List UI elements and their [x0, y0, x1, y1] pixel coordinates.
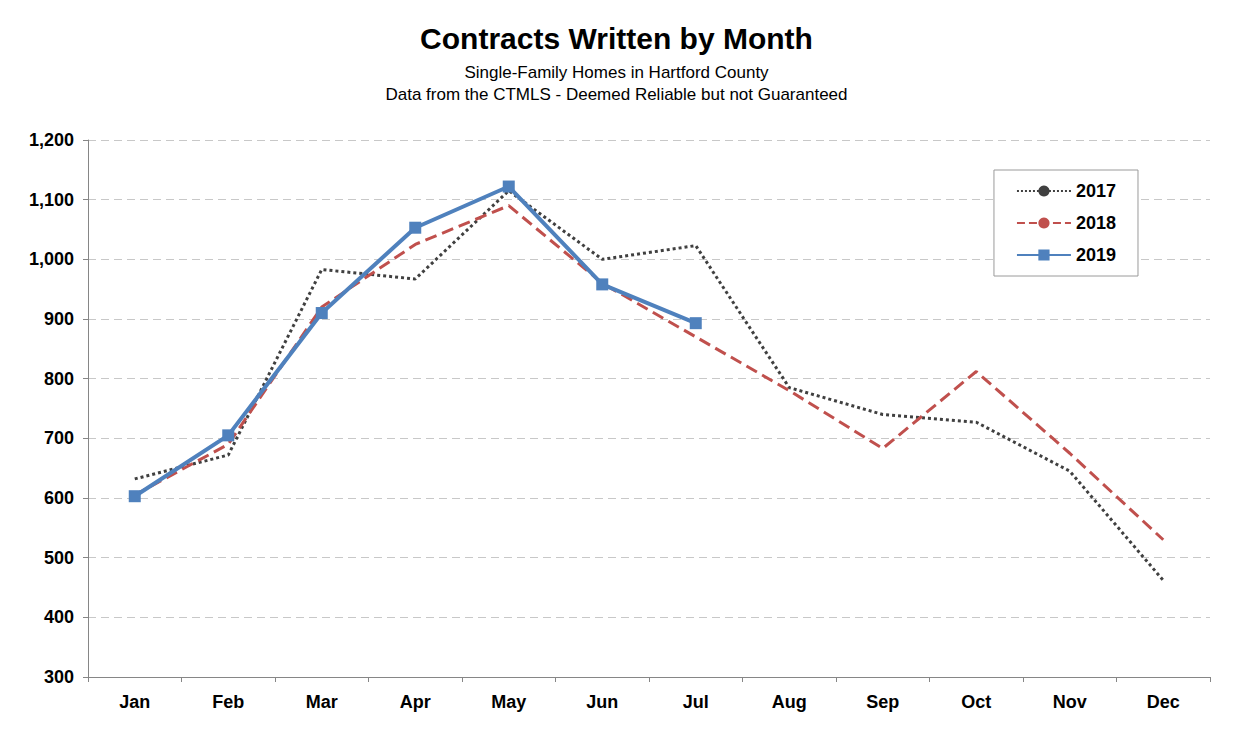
svg-text:Feb: Feb — [212, 692, 244, 712]
svg-text:Jun: Jun — [586, 692, 618, 712]
svg-text:Aug: Aug — [772, 692, 807, 712]
svg-text:Jan: Jan — [119, 692, 150, 712]
svg-text:Dec: Dec — [1147, 692, 1180, 712]
svg-text:300: 300 — [44, 667, 74, 687]
svg-text:2018: 2018 — [1076, 213, 1116, 233]
svg-text:1,000: 1,000 — [29, 249, 74, 269]
svg-text:Mar: Mar — [306, 692, 338, 712]
svg-text:Single-Family Homes in Hartfor: Single-Family Homes in Hartford County — [464, 63, 769, 82]
svg-text:500: 500 — [44, 548, 74, 568]
svg-text:2019: 2019 — [1076, 245, 1116, 265]
svg-text:700: 700 — [44, 428, 74, 448]
svg-text:Contracts Written by Month: Contracts Written by Month — [420, 22, 813, 55]
svg-text:800: 800 — [44, 369, 74, 389]
svg-text:Nov: Nov — [1053, 692, 1087, 712]
svg-text:1,100: 1,100 — [29, 190, 74, 210]
svg-text:900: 900 — [44, 309, 74, 329]
svg-text:Jul: Jul — [683, 692, 709, 712]
svg-text:Oct: Oct — [961, 692, 991, 712]
svg-text:2017: 2017 — [1076, 181, 1116, 201]
svg-text:Sep: Sep — [866, 692, 899, 712]
svg-text:May: May — [491, 692, 526, 712]
svg-text:Apr: Apr — [400, 692, 431, 712]
svg-text:Data from the CTMLS - Deemed R: Data from the CTMLS - Deemed Reliable bu… — [385, 85, 847, 104]
svg-text:400: 400 — [44, 607, 74, 627]
svg-text:1,200: 1,200 — [29, 130, 74, 150]
svg-text:600: 600 — [44, 488, 74, 508]
